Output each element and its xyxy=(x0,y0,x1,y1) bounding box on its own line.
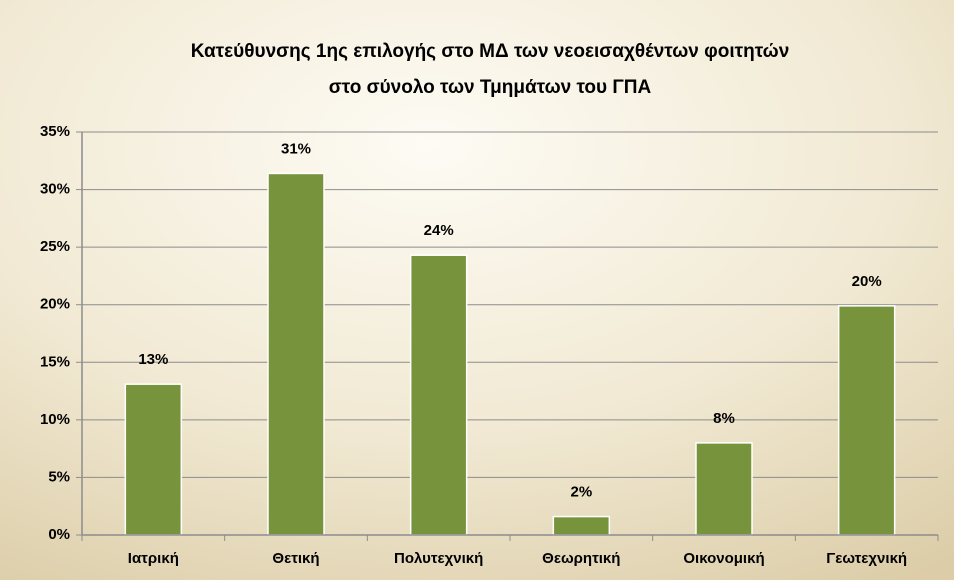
x-tick-label: Ιατρική xyxy=(128,550,179,567)
data-label: 13% xyxy=(138,351,168,368)
bar xyxy=(124,383,183,536)
data-label: 24% xyxy=(424,222,454,239)
y-tick-label: 15% xyxy=(40,353,70,370)
bar xyxy=(695,442,753,536)
y-tick-label: 5% xyxy=(48,468,70,485)
bar xyxy=(837,305,896,536)
data-label: 20% xyxy=(852,273,882,290)
x-tick-label: Θεωρητική xyxy=(542,550,620,567)
data-label: 2% xyxy=(570,484,592,501)
bar xyxy=(409,254,468,536)
y-tick-label: 20% xyxy=(40,296,70,313)
data-label: 8% xyxy=(713,410,735,427)
y-tick-label: 35% xyxy=(40,123,70,140)
y-tick-label: 0% xyxy=(48,526,70,543)
bar xyxy=(267,172,325,536)
x-tick-label: Θετική xyxy=(272,550,319,567)
chart-title: στο σύνολο των Τμημάτων του ΓΠΑ xyxy=(329,77,652,98)
y-tick-label: 30% xyxy=(40,181,70,198)
chart-title: Κατεύθυνσης 1ης επιλογής στο ΜΔ των νεοε… xyxy=(191,41,790,62)
x-tick-label: Πολυτεχνική xyxy=(394,550,483,567)
bar xyxy=(552,515,611,536)
y-tick-label: 25% xyxy=(40,238,70,255)
x-tick-label: Γεωτεχνική xyxy=(826,550,907,567)
x-tick-label: Οικονομική xyxy=(683,550,764,567)
data-label: 31% xyxy=(281,140,311,157)
y-tick-label: 10% xyxy=(40,411,70,428)
